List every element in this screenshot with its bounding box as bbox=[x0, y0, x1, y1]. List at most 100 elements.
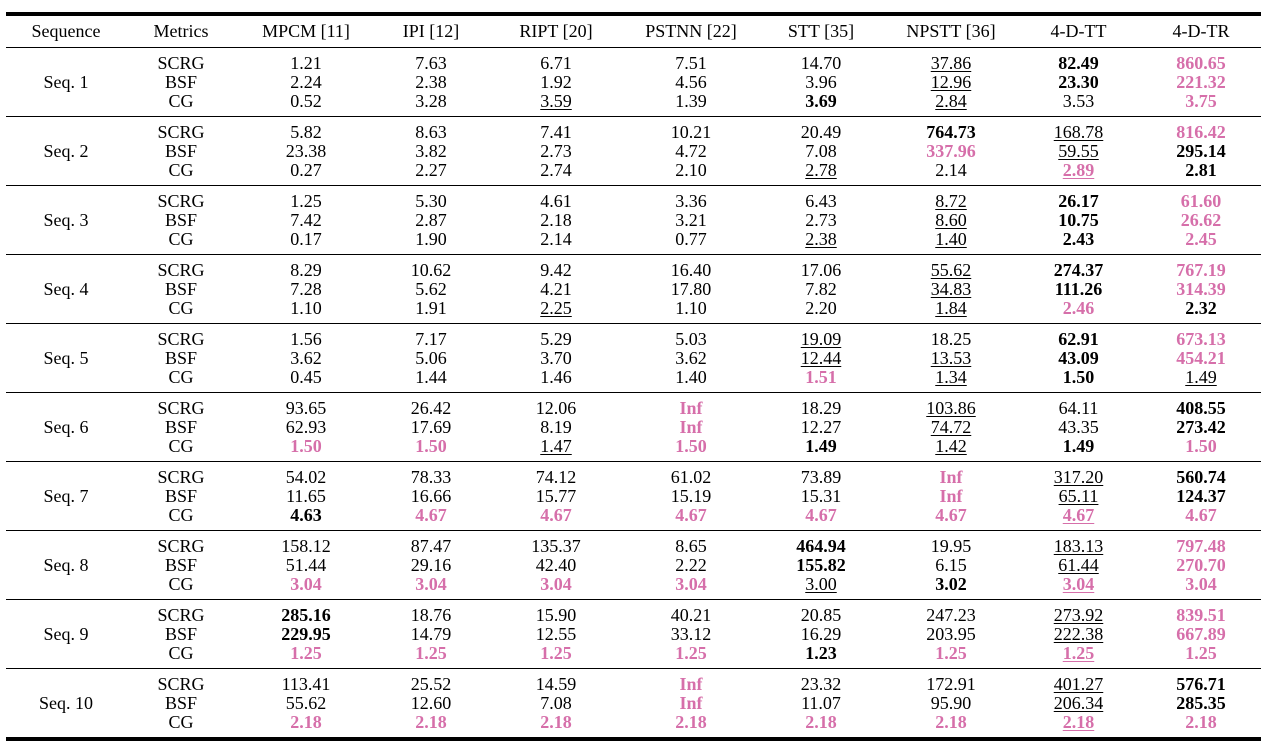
metric-value: 2.18 bbox=[290, 711, 322, 732]
value-cell: 20.85 16.29 1.23 bbox=[756, 599, 886, 669]
value-cell: Inf Inf 2.18 bbox=[626, 669, 756, 740]
metric-value: 1.34 bbox=[935, 366, 967, 387]
value-cell: 767.19 314.39 2.32 bbox=[1141, 254, 1261, 324]
value-cell: 183.13 61.44 3.04 bbox=[1016, 530, 1141, 600]
metric-value: 0.77 bbox=[675, 228, 707, 249]
metric-value: 61.02 bbox=[670, 466, 712, 487]
metric-value: 103.86 bbox=[926, 397, 976, 418]
value-cell: 5.82 23.38 0.27 bbox=[236, 116, 376, 186]
value-cell: 10.21 4.72 2.10 bbox=[626, 116, 756, 186]
metric-value: 5.30 bbox=[415, 190, 447, 211]
value-cell: 18.76 14.79 1.25 bbox=[376, 599, 486, 669]
metric-value: 2.18 bbox=[675, 711, 707, 732]
metric-value: 10.62 bbox=[410, 259, 452, 280]
metric-value: 203.95 bbox=[926, 623, 976, 644]
metric-name: CG bbox=[168, 642, 194, 663]
metric-value: 764.73 bbox=[926, 121, 976, 142]
metric-value: 1.39 bbox=[675, 90, 707, 111]
metric-name: BSF bbox=[164, 485, 198, 506]
value-cell: 7.51 4.56 1.39 bbox=[626, 47, 756, 117]
metric-value: 247.23 bbox=[926, 604, 976, 625]
metric-value: 23.30 bbox=[1058, 71, 1099, 92]
metric-value: 2.25 bbox=[540, 297, 572, 318]
metric-value: 839.51 bbox=[1176, 604, 1226, 625]
metric-value: 61.44 bbox=[1058, 554, 1099, 575]
metric-value: 4.63 bbox=[290, 504, 322, 525]
header-sequence: Sequence bbox=[6, 14, 126, 48]
sequence-label: Seq. 7 bbox=[6, 461, 126, 531]
metric-value: 2.14 bbox=[540, 228, 572, 249]
metric-value: 2.18 bbox=[935, 711, 967, 732]
sequence-label: Seq. 8 bbox=[6, 530, 126, 600]
metric-value: 7.63 bbox=[415, 52, 447, 73]
metric-value: 2.18 bbox=[1185, 711, 1217, 732]
metric-value: Inf bbox=[679, 692, 703, 713]
metric-value: 11.65 bbox=[286, 485, 326, 506]
metric-value: 1.50 bbox=[1185, 435, 1217, 456]
metric-value: Inf bbox=[939, 466, 963, 487]
metric-value: 1.44 bbox=[415, 366, 447, 387]
metric-value: 74.12 bbox=[535, 466, 577, 487]
value-cell: 7.17 5.06 1.44 bbox=[376, 323, 486, 393]
metric-value: 26.17 bbox=[1058, 190, 1099, 211]
metric-value: 8.29 bbox=[290, 259, 322, 280]
metric-value: 111.26 bbox=[1054, 278, 1103, 299]
metric-value: Inf bbox=[679, 397, 703, 418]
sequence-label: Seq. 4 bbox=[6, 254, 126, 324]
metric-name: BSF bbox=[164, 140, 198, 161]
metric-value: 183.13 bbox=[1053, 535, 1104, 556]
header-4d-tt: 4-D-TT bbox=[1016, 14, 1141, 48]
metric-value: 33.12 bbox=[670, 623, 712, 644]
metric-value: 270.70 bbox=[1176, 554, 1226, 575]
metric-value: 1.92 bbox=[540, 71, 572, 92]
value-cell: 23.32 11.07 2.18 bbox=[756, 669, 886, 740]
metric-value: 29.16 bbox=[410, 554, 452, 575]
table-row: Seq. 9 SCRG BSF CG 285.16 229.95 1.25 18.76 14.7… bbox=[6, 599, 1261, 669]
table-row: Seq. 6 SCRG BSF CG 93.65 62.93 1.50 26.42 17.69 1… bbox=[6, 392, 1261, 462]
value-cell: 168.78 59.55 2.89 bbox=[1016, 116, 1141, 186]
metrics-cell: SCRG BSF CG bbox=[126, 599, 236, 669]
metric-value: 7.51 bbox=[675, 52, 707, 73]
metric-value: 0.17 bbox=[290, 228, 322, 249]
value-cell: 5.29 3.70 1.46 bbox=[486, 323, 626, 393]
metric-value: 40.21 bbox=[670, 604, 712, 625]
metric-value: 222.38 bbox=[1053, 623, 1104, 644]
metric-value: 16.29 bbox=[800, 623, 842, 644]
metric-value: 273.92 bbox=[1053, 604, 1104, 625]
metric-value: 43.09 bbox=[1058, 347, 1099, 368]
value-cell: 1.25 7.42 0.17 bbox=[236, 185, 376, 255]
metric-value: 8.60 bbox=[935, 209, 967, 230]
metric-value: 3.04 bbox=[540, 573, 572, 594]
metric-value: 3.62 bbox=[290, 347, 322, 368]
metric-value: 5.06 bbox=[415, 347, 447, 368]
metric-value: 25.52 bbox=[410, 673, 452, 694]
value-cell: 6.71 1.92 3.59 bbox=[486, 47, 626, 117]
value-cell: 113.41 55.62 2.18 bbox=[236, 669, 376, 740]
value-cell: 103.86 74.72 1.42 bbox=[886, 392, 1016, 462]
metric-value: 5.29 bbox=[540, 328, 572, 349]
table-row: Seq. 1 SCRG BSF CG 1.21 2.24 0.52 7.63 2.38 3.28 6… bbox=[6, 47, 1261, 117]
metric-value: 2.38 bbox=[415, 71, 447, 92]
metric-value: 2.87 bbox=[415, 209, 447, 230]
metric-value: 7.82 bbox=[805, 278, 837, 299]
table-row: Seq. 7 SCRG BSF CG 54.02 11.65 4.63 78.33 16.66 4… bbox=[6, 461, 1261, 531]
metric-value: 16.40 bbox=[670, 259, 712, 280]
metric-name: BSF bbox=[164, 278, 198, 299]
metric-value: 1.91 bbox=[415, 297, 447, 318]
metric-value: 1.25 bbox=[540, 642, 572, 663]
metric-value: 9.42 bbox=[540, 259, 572, 280]
metric-value: 62.91 bbox=[1058, 328, 1099, 349]
results-table-container: Sequence Metrics MPCM [11] IPI [12] RIPT… bbox=[6, 0, 1261, 741]
value-cell: 9.42 4.21 2.25 bbox=[486, 254, 626, 324]
value-cell: 7.63 2.38 3.28 bbox=[376, 47, 486, 117]
metric-name: CG bbox=[168, 711, 194, 732]
metric-value: 6.71 bbox=[540, 52, 572, 73]
value-cell: 274.37 111.26 2.46 bbox=[1016, 254, 1141, 324]
value-cell: 18.29 12.27 1.49 bbox=[756, 392, 886, 462]
metric-value: 1.90 bbox=[415, 228, 447, 249]
metric-value: 1.84 bbox=[935, 297, 967, 318]
metric-value: 2.89 bbox=[1062, 159, 1095, 180]
metric-value: 401.27 bbox=[1053, 673, 1104, 694]
value-cell: 8.65 2.22 3.04 bbox=[626, 530, 756, 600]
metric-value: 17.80 bbox=[670, 278, 712, 299]
